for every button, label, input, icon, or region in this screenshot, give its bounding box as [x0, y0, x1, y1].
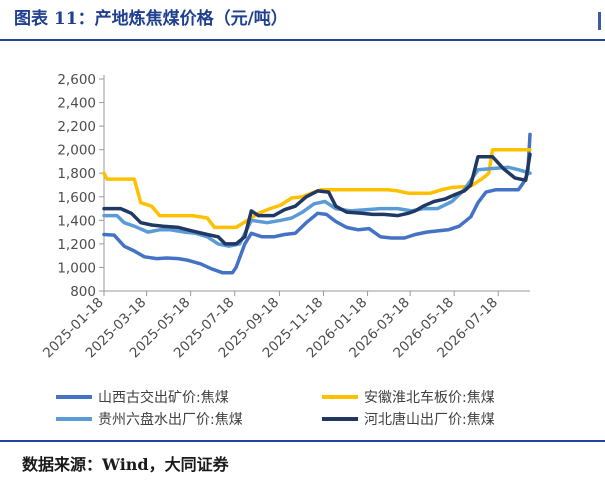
coking-coal-price-chart: 800 1,000 1,200 1,400 1,600 1,800 2,000 2,200 2,…: [40, 72, 532, 428]
series-line-1: [102, 132, 532, 275]
chart-title: 图表 11：产地炼焦煤价格（元/吨）: [14, 9, 288, 29]
data-source: 数据来源：Wind，大同证券: [22, 455, 229, 474]
y-tick-label: 2,600: [57, 72, 96, 88]
legend-label-3: 贵州六盘水出厂价:焦煤: [98, 411, 243, 428]
y-tick-label: 1,600: [57, 190, 96, 206]
series-line-4: [102, 152, 532, 246]
y-tick-label: 2,400: [57, 96, 96, 112]
source-rule: [0, 440, 605, 442]
legend-label-4: 河北唐山出厂价:焦煤: [364, 411, 495, 428]
y-tick-label: 800: [70, 284, 96, 300]
edge-mark: [598, 12, 601, 30]
legend-label-2: 安徽淮北车板价:焦煤: [364, 389, 495, 406]
y-tick-label: 1,200: [57, 237, 96, 253]
legend-label-1: 山西古交出矿价:焦煤: [98, 389, 229, 406]
series-line-3: [102, 165, 532, 248]
series-line-2: [102, 147, 532, 230]
y-tick-label: 2,000: [57, 143, 96, 159]
y-tick-label: 1,800: [57, 166, 96, 182]
y-tick-label: 2,200: [57, 119, 96, 135]
y-tick-label: 1,000: [57, 260, 96, 276]
series-lines: [102, 132, 532, 275]
title-rule: [0, 39, 605, 41]
y-tick-label: 1,400: [57, 213, 96, 229]
